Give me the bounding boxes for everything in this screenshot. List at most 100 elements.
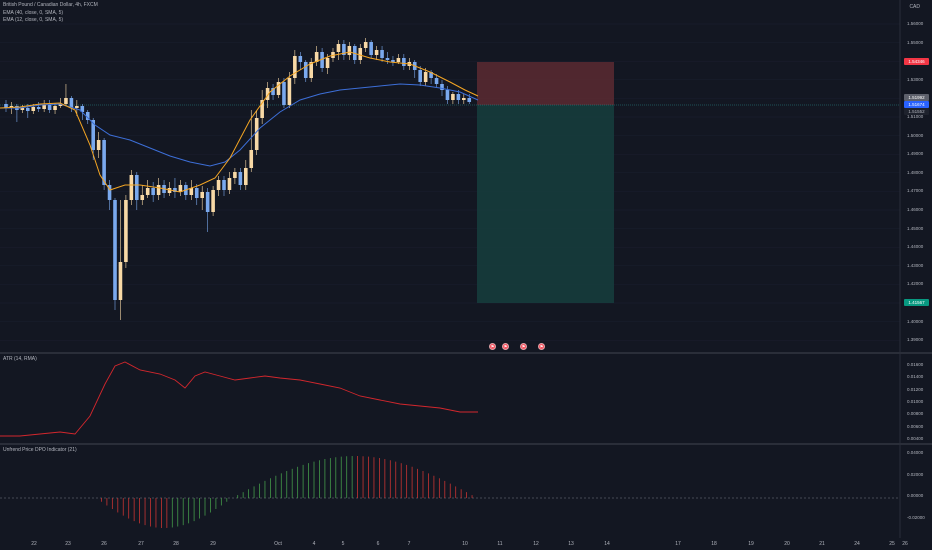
target-price-tag: 1.41567: [904, 299, 929, 306]
candle-body: [254, 118, 259, 150]
dpo-pane[interactable]: Unfrend Price DPO Indicator (21) 0.04000…: [0, 445, 932, 538]
candlestick-chart[interactable]: [0, 0, 932, 352]
time-tick-label: 19: [748, 541, 754, 547]
candle-body: [4, 104, 8, 108]
pane-separator[interactable]: [0, 352, 932, 354]
axis-tick-label: 0.00800: [907, 411, 924, 417]
candle-body: [85, 112, 90, 120]
candle-body: [325, 58, 330, 68]
time-tick-label: 7: [407, 541, 411, 547]
axis-tick-label: 1.49000: [907, 151, 924, 157]
candle-body: [347, 46, 352, 55]
flag-icon[interactable]: ⚑: [489, 343, 496, 350]
candle-body: [320, 52, 324, 68]
candle-body: [402, 58, 406, 66]
time-tick-label: 4: [312, 541, 316, 547]
time-tick-label: 14: [604, 541, 610, 547]
axis-tick-label: 1.45000: [907, 225, 924, 231]
pane-separator[interactable]: [0, 443, 932, 445]
symbol-legend[interactable]: British Pound / Canadian Dollar, 4h, FXC…: [3, 2, 98, 8]
candle-body: [205, 192, 210, 212]
ema-12-legend[interactable]: EMA (12, close, 0, SMA, 5): [3, 17, 64, 23]
candle-body: [26, 108, 30, 111]
candle-body: [309, 62, 313, 78]
candle-body: [298, 56, 303, 62]
time-tick-label: 25: [889, 541, 895, 547]
candle-body: [96, 140, 101, 150]
candle-body: [287, 78, 292, 105]
axis-tick-label: 1.56000: [907, 21, 924, 26]
candle-body: [135, 175, 139, 200]
candle-body: [211, 190, 215, 212]
flag-icon[interactable]: ⚑: [538, 343, 545, 350]
axis-tick-label: 1.44000: [907, 244, 924, 250]
candle-body: [189, 188, 194, 195]
atr-pane[interactable]: ATR (14, RMA) 0.01600 0.01400 0.01200 0.010…: [0, 354, 932, 443]
candle-body: [265, 88, 270, 100]
price-chart-pane[interactable]: British Pound / Canadian Dollar, 4h, FXC…: [0, 0, 932, 352]
candle-body: [64, 98, 68, 104]
candle-body: [369, 42, 373, 55]
axis-tick-label: 1.48000: [907, 169, 924, 175]
candle-body: [249, 150, 254, 168]
axis-tick-label: 1.40000: [907, 318, 924, 324]
candle-body: [69, 98, 74, 108]
candle-body: [342, 44, 346, 55]
axis-tick-label: 1.42000: [907, 281, 924, 287]
candle-body: [80, 106, 85, 112]
candle-body: [145, 188, 150, 195]
ema-40-line: [0, 83, 479, 167]
time-tick-label: 22: [31, 541, 37, 547]
time-tick-label: 12: [533, 541, 539, 547]
candle-body: [129, 175, 134, 200]
dpo-legend[interactable]: Unfrend Price DPO Indicator (21): [3, 447, 77, 453]
candle-body: [75, 106, 79, 108]
axis-tick-label: 1.47000: [907, 188, 924, 194]
atr-line: [0, 361, 478, 437]
candle-body: [391, 60, 395, 62]
candle-body: [336, 44, 341, 52]
candle-body: [303, 62, 308, 78]
flag-icon[interactable]: ⚑: [520, 343, 527, 350]
candle-body: [102, 140, 106, 185]
candle-body: [429, 72, 433, 78]
candle-body: [222, 180, 226, 190]
stop-price-tag: 1.54346: [904, 58, 929, 65]
candle-body: [140, 195, 145, 200]
candle-body: [167, 188, 172, 193]
candle-body: [151, 188, 155, 195]
flag-icon[interactable]: ⚑: [502, 343, 509, 350]
candle-body: [396, 58, 401, 62]
currency-label: CAD: [909, 4, 920, 10]
entry-price-tag-2: 1.51674: [904, 101, 929, 108]
dpo-chart[interactable]: [0, 445, 932, 538]
candle-body: [238, 172, 243, 185]
axis-tick-label: 0.00400: [907, 435, 924, 441]
time-tick-label: 11: [497, 541, 503, 547]
candle-body: [107, 185, 112, 200]
candle-body: [53, 106, 57, 110]
candle-body: [282, 82, 286, 105]
axis-tick-label: 1.39000: [907, 337, 924, 343]
atr-chart[interactable]: [0, 354, 932, 443]
candle-body: [440, 84, 444, 90]
time-tick-label: 29: [210, 541, 216, 547]
candle-body: [42, 105, 46, 109]
ema-12-line: [0, 51, 479, 193]
candle-body: [156, 185, 161, 195]
time-tick-label: 23: [65, 541, 71, 547]
candle-body: [363, 42, 368, 48]
axis-tick-label: 0.01600: [907, 362, 924, 367]
ema-40-legend[interactable]: EMA (40, close, 0, SMA, 5): [3, 10, 64, 16]
time-tick-label: 27: [138, 541, 144, 547]
candle-body: [216, 180, 221, 190]
axis-tick-label: 1.50000: [907, 132, 924, 138]
time-tick-label: 17: [675, 541, 681, 547]
time-tick-label: Oct: [274, 541, 282, 547]
candle-body: [358, 48, 363, 60]
axis-tick-label: 0.04000: [907, 450, 924, 455]
take-profit-zone: [477, 105, 614, 303]
candle-body: [445, 90, 450, 100]
atr-legend[interactable]: ATR (14, RMA): [3, 356, 37, 362]
candle-body: [467, 98, 472, 102]
